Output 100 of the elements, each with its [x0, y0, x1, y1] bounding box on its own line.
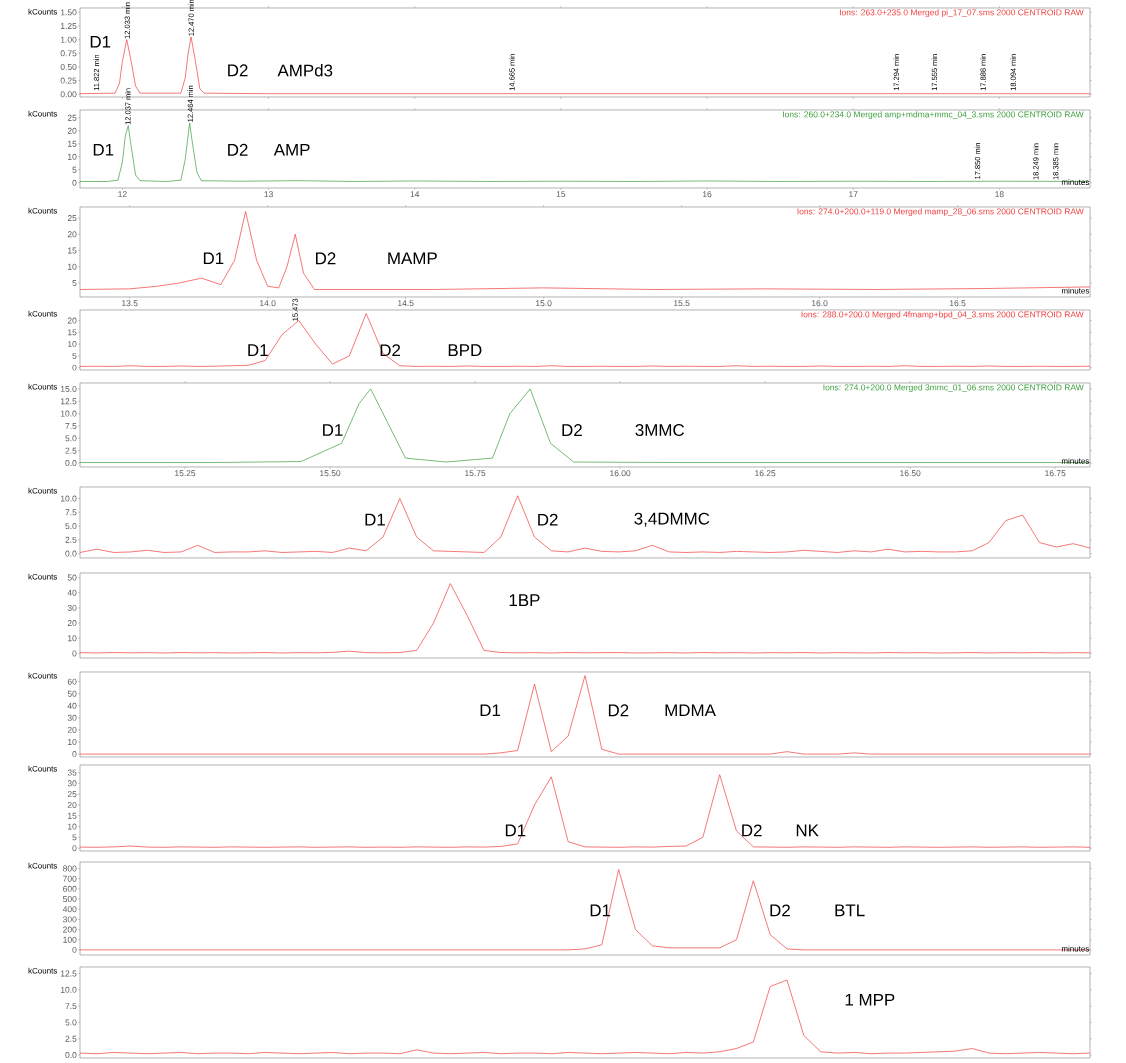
annotation: NK [796, 824, 819, 837]
annotation: D1 [590, 904, 611, 917]
y-tick-label: 20 [67, 231, 77, 238]
y-tick-label: 5 [72, 352, 77, 359]
annotation: D2 [228, 143, 248, 156]
y-tick-label: 600 [63, 885, 77, 892]
annotation: 3MMC [635, 424, 685, 437]
y-tick-label: 0.00 [60, 91, 77, 98]
chart-title: Ions: 263.0+235.0 Merged pi_17_07.sms 2000 CENTROID RAW [839, 9, 1084, 18]
y-tick-label: 1.25 [60, 23, 77, 29]
annotation: AMPd3 [277, 64, 333, 77]
y-tick-label: 10 [68, 341, 77, 348]
y-tick-label: 5.0 [65, 1019, 77, 1026]
y-tick-label: 500 [63, 896, 77, 903]
y-tick-label: 5 [72, 834, 77, 841]
y-tick-label: 0 [72, 751, 77, 758]
x-tick-label: 15.0 [536, 300, 552, 307]
y-tick-label: 40 [67, 702, 77, 709]
annotation: D2 [228, 64, 248, 77]
y-tick-label: 25 [67, 114, 77, 121]
annotation: D2 [770, 904, 790, 917]
y-tick-label: 7.5 [65, 509, 77, 516]
x-tick-label: 15.75 [465, 470, 486, 477]
x-tick-label: 16 [702, 191, 712, 198]
x-tick-label: 15 [556, 191, 566, 198]
y-tick-label: 5.0 [65, 435, 77, 442]
y-tick-label: 50 [67, 574, 77, 581]
x-tick-label: 13 [264, 191, 273, 198]
annotation: D2 [538, 513, 558, 526]
x-tick-label: 16.5 [949, 300, 966, 307]
y-tick-label: 10.0 [60, 495, 77, 502]
annotation: 3,4DMMC [634, 512, 710, 527]
y-tick-label: 40 [67, 589, 77, 596]
y-tick-label: 15 [68, 812, 77, 819]
x-tick-label: 14 [410, 191, 420, 197]
annotation: BTL [835, 904, 865, 917]
y-tick-label: 800 [63, 865, 77, 872]
y-tick-label: 15.0 [60, 385, 77, 392]
y-tick-label: 0.75 [60, 50, 77, 57]
x-tick-label: 16.50 [900, 470, 921, 477]
annotation: D1 [365, 513, 385, 526]
y-tick-label: 10 [68, 263, 77, 270]
x-tick-label: 16.00 [610, 470, 631, 477]
annotation: MAMP [388, 252, 437, 265]
y-tick-label: 25 [67, 791, 77, 798]
annotation: D2 [380, 344, 401, 357]
annotation: D1 [90, 35, 111, 48]
annotation: D1 [323, 424, 343, 436]
y-tick-label: 12.5 [60, 970, 77, 977]
y-tick-label: 10 [68, 739, 77, 745]
x-tick-label: 14.5 [398, 300, 414, 307]
annotation: D2 [316, 252, 336, 265]
x-tick-label: 16.25 [755, 470, 776, 477]
x-tick-label: 18 [995, 191, 1004, 198]
y-tick-label: 7.5 [65, 423, 77, 429]
y-tick-label: 1.50 [60, 9, 77, 16]
y-tick-label: 0 [72, 845, 77, 852]
y-tick-label: 20 [67, 620, 77, 627]
annotation: D1 [480, 704, 501, 717]
x-tick-label: 15.5 [674, 300, 690, 307]
chart-title: Ions: 260.0+234.0 Merged amp+mdma+mmc_04_3.sms 2000 CENTROID RAW [783, 111, 1084, 120]
y-tick-label: 200 [63, 926, 77, 933]
chart-title: Ions: 274.0+200.0 Merged 3mmc_01_06.sms 2000 CENTROID RAW [823, 384, 1084, 393]
y-tick-label: 10.0 [60, 986, 77, 993]
y-tick-label: 0.50 [60, 63, 77, 70]
y-tick-label: 20 [67, 726, 77, 733]
y-tick-label: 10 [68, 153, 77, 160]
annotation: D1 [93, 143, 114, 156]
y-tick-label: 5.0 [65, 523, 77, 530]
y-tick-label: 20 [67, 127, 77, 134]
y-tick-label: 15 [68, 140, 77, 147]
y-tick-label: 2.5 [65, 536, 77, 543]
y-tick-label: 50 [67, 690, 77, 697]
y-tick-label: 5 [72, 280, 77, 286]
x-tick-label: 15.25 [175, 470, 196, 477]
y-tick-label: 0 [72, 650, 77, 657]
annotation: D2 [742, 824, 762, 837]
x-tick-label: 16.0 [812, 300, 828, 307]
annotation: 1 MPP [845, 993, 895, 1006]
y-tick-label: 2.5 [65, 1035, 77, 1042]
y-tick-label: 15 [68, 247, 77, 254]
y-tick-label: 0 [72, 179, 77, 186]
x-tick-label: 13.5 [122, 300, 138, 307]
y-tick-label: 0.0 [65, 1052, 77, 1059]
y-tick-label: 10 [68, 635, 77, 642]
y-tick-label: 0.25 [60, 77, 77, 84]
y-tick-label: 30 [67, 714, 77, 721]
annotation: D2 [562, 424, 582, 436]
y-tick-label: 700 [63, 875, 77, 882]
annotation: BPD [448, 344, 482, 357]
y-tick-label: 100 [63, 936, 77, 943]
chart-title: Ions: 274.0+200.0+119.0 Merged mamp_28_06.sms 2000 CENTROID RAW [797, 208, 1084, 217]
chart-title: Ions: 288.0+200.0 Merged 4fmamp+bpd_04_3.sms 2000 CENTROID RAW [801, 311, 1084, 320]
x-tick-label: 12 [118, 191, 127, 198]
y-tick-label: 1.00 [60, 36, 77, 43]
x-tick-label: 15.50 [320, 470, 341, 477]
y-tick-label: 0.0 [65, 550, 77, 557]
annotation: D1 [203, 252, 224, 265]
y-tick-label: 25 [67, 215, 77, 222]
y-tick-label: 10.0 [60, 410, 77, 417]
